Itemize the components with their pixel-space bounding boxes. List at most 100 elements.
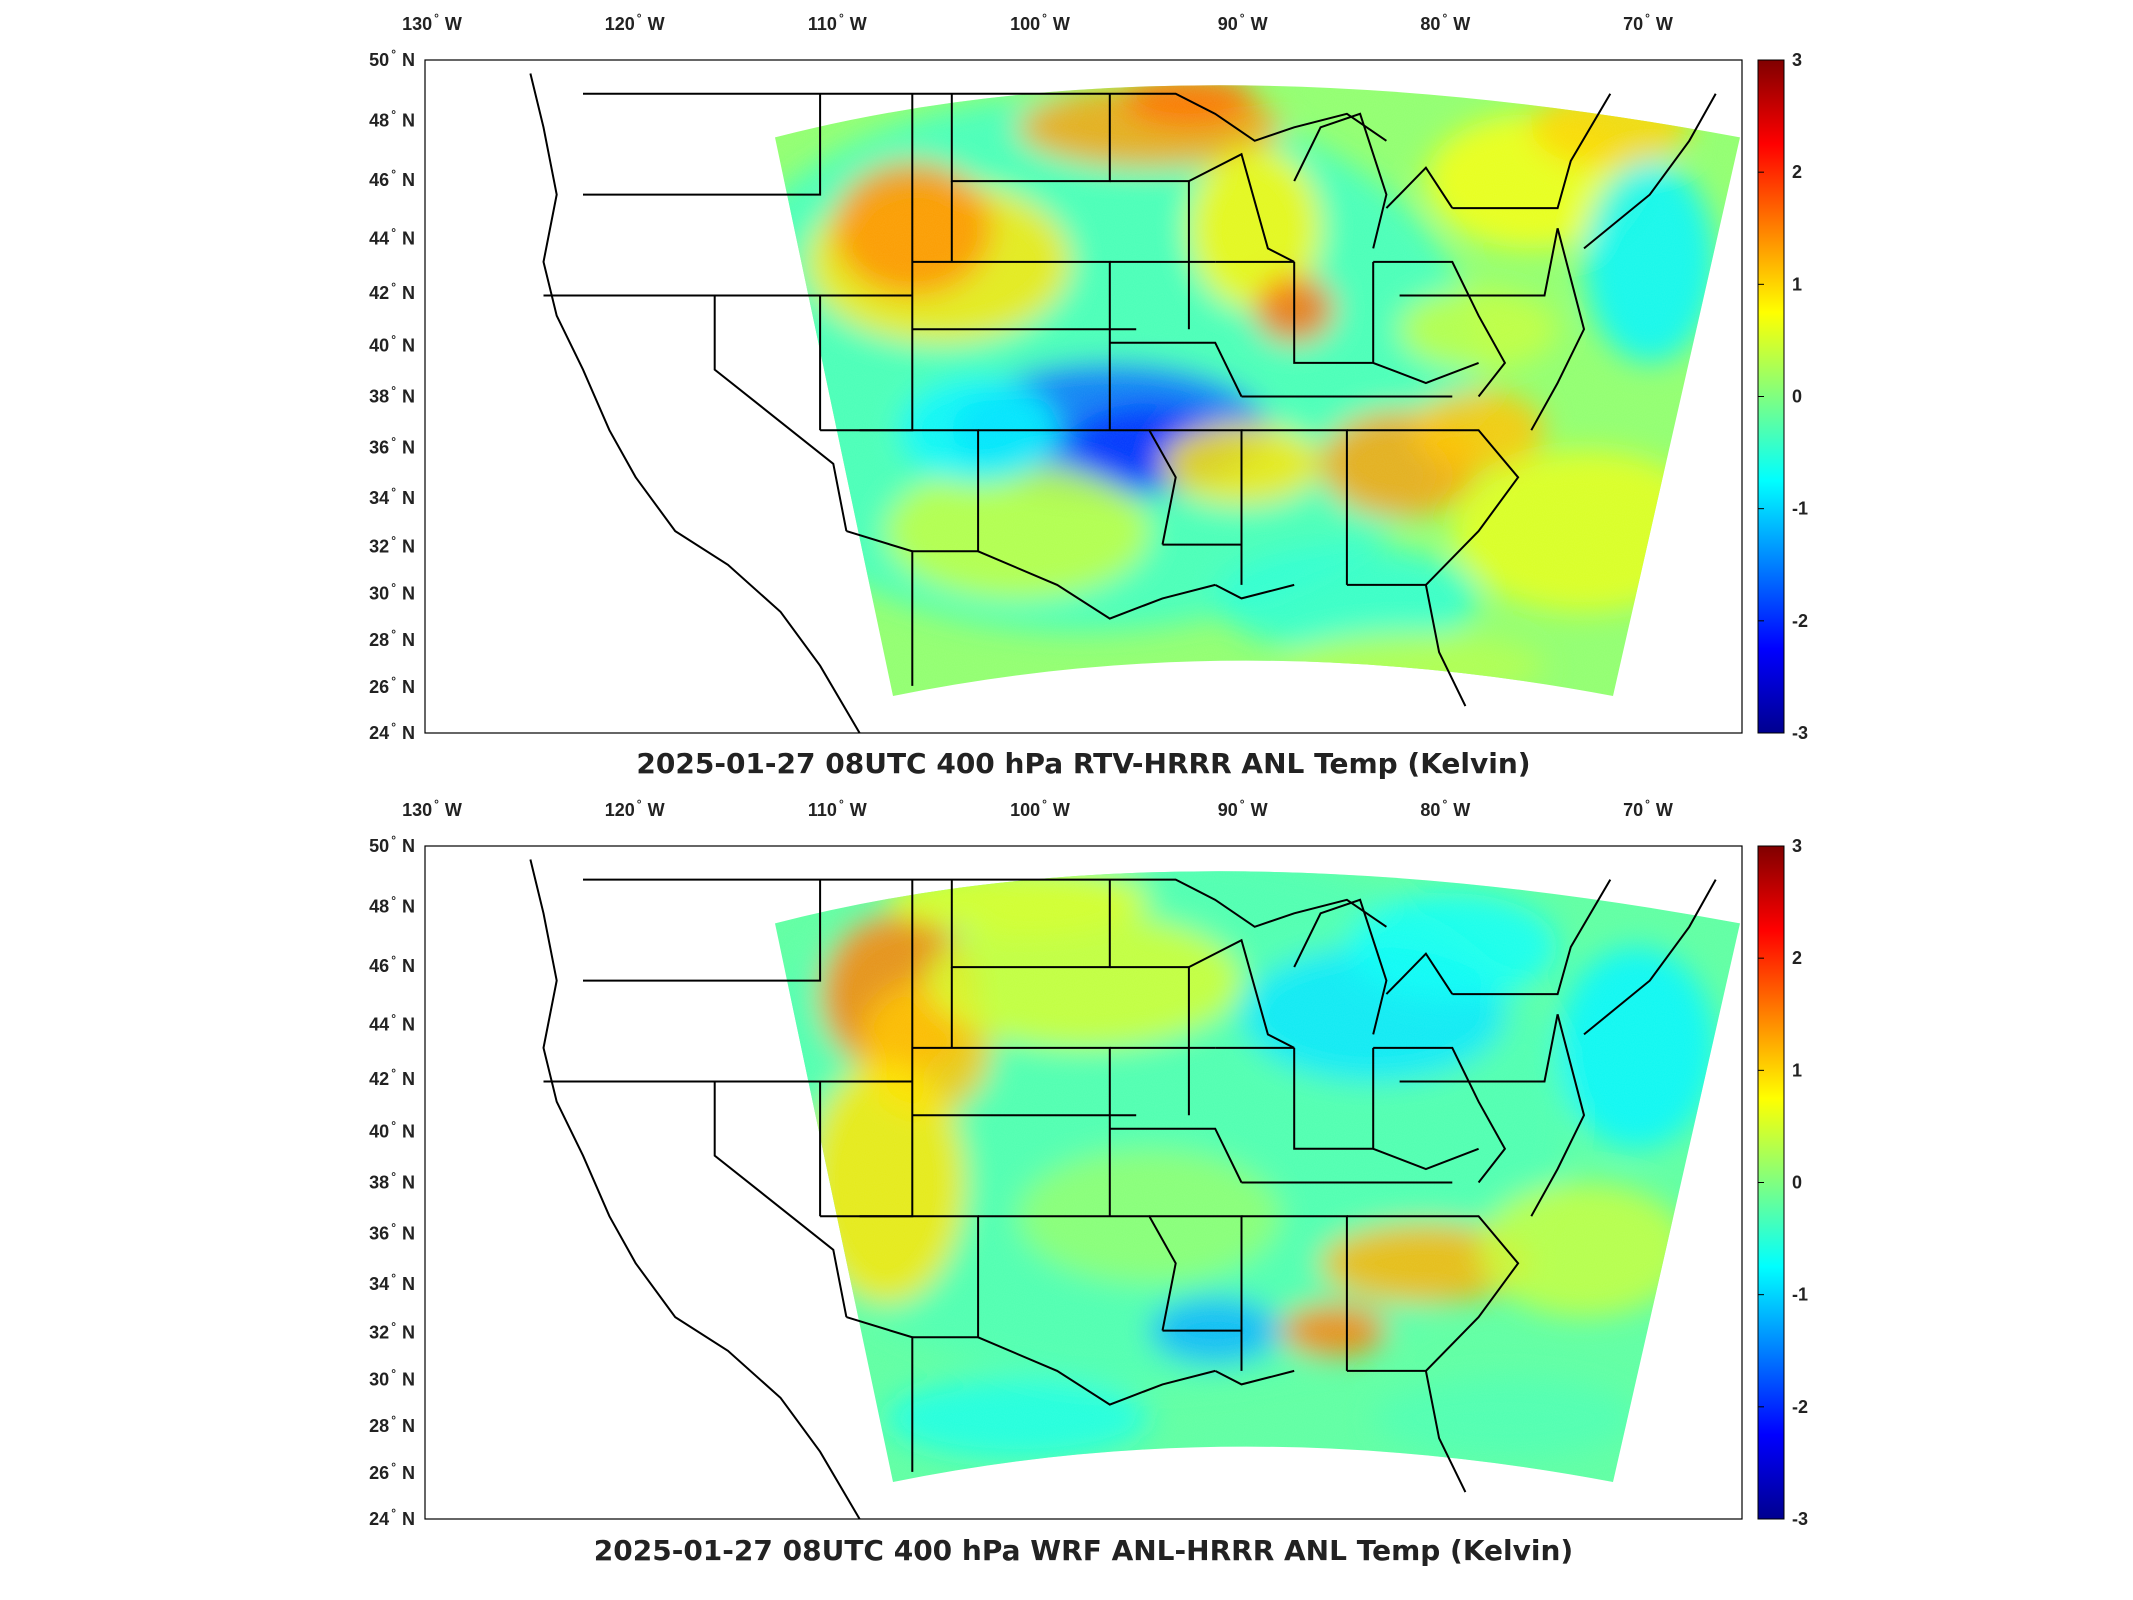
lat-tick-degree: 46 — [369, 170, 389, 190]
degree-symbol: ° — [839, 797, 844, 811]
border-line — [529, 859, 861, 1520]
state-borders — [529, 73, 1717, 734]
lat-tick-hemisphere: N — [402, 1416, 415, 1436]
border-line — [846, 530, 914, 686]
border-line — [1346, 429, 1520, 586]
field-texture — [775, 85, 1740, 696]
border-line — [820, 1215, 980, 1339]
degree-symbol: ° — [391, 225, 396, 239]
degree-symbol: ° — [1042, 797, 1047, 811]
degree-symbol: ° — [391, 534, 396, 548]
lon-tick-hemisphere: W — [1053, 14, 1070, 34]
lat-tick-degree: 32 — [369, 537, 389, 557]
degree-symbol: ° — [391, 894, 396, 908]
lon-tick-degree: 80 — [1420, 800, 1440, 820]
border-line — [1293, 898, 1388, 1035]
lat-tick-degree: 50 — [369, 50, 389, 70]
lat-tick-hemisphere: N — [402, 50, 415, 70]
field-fill — [775, 85, 1740, 696]
lat-tick-hemisphere: N — [402, 630, 415, 650]
lat-tick-hemisphere: N — [402, 836, 415, 856]
lat-tick-label: 30 ° N — [369, 1367, 415, 1390]
lat-tick-label: 50 ° N — [369, 47, 415, 70]
degree-symbol: ° — [391, 1221, 396, 1235]
degree-symbol: ° — [391, 1118, 396, 1132]
lat-tick-hemisphere: N — [402, 1014, 415, 1034]
degree-symbol: ° — [391, 627, 396, 641]
lat-tick-degree: 40 — [369, 1121, 389, 1141]
degree-symbol: ° — [391, 953, 396, 967]
panel-title: 2025-01-27 08UTC 400 hPa RTV-HRRR ANL Te… — [636, 747, 1530, 780]
border-line — [1123, 92, 1387, 142]
degree-symbol: ° — [391, 1066, 396, 1080]
border-line — [529, 73, 861, 734]
lat-tick-label: 38 ° N — [369, 384, 415, 407]
latitude-tick-labels: 50 ° N48 ° N46 ° N44 ° N42 ° N40 ° N38 ° N36 ° N34 ° N32 ° N… — [369, 47, 415, 743]
lon-tick-degree: 90 — [1218, 800, 1238, 820]
colorbar-tick-label: 3 — [1792, 836, 1802, 856]
border-line — [1293, 261, 1375, 364]
border-line — [1109, 341, 1243, 397]
lat-tick-label: 36 ° N — [369, 435, 415, 458]
lon-tick-degree: 110 — [808, 800, 837, 820]
degree-symbol: ° — [637, 797, 642, 811]
lon-tick-degree: 130 — [402, 14, 432, 34]
border-line — [583, 879, 822, 982]
lat-tick-hemisphere: N — [402, 170, 415, 190]
lat-tick-degree: 24 — [369, 1509, 389, 1529]
lon-tick-hemisphere: W — [1656, 800, 1673, 820]
lat-tick-label: 40 ° N — [369, 1118, 415, 1141]
lat-tick-label: 30 ° N — [369, 581, 415, 604]
border-line — [1109, 1127, 1243, 1183]
lon-tick-label: 110 ° W — [808, 11, 867, 34]
degree-symbol: ° — [1442, 11, 1447, 25]
degree-symbol: ° — [391, 1320, 396, 1334]
degree-symbol: ° — [1240, 797, 1245, 811]
lat-tick-degree: 30 — [369, 584, 389, 604]
degree-symbol: ° — [1240, 11, 1245, 25]
colorbar-tick-label: -3 — [1792, 1509, 1808, 1529]
lat-tick-label: 26 ° N — [369, 1460, 415, 1483]
colorbar-tick-label: 2 — [1792, 948, 1802, 968]
lat-tick-hemisphere: N — [402, 1509, 415, 1529]
lat-tick-hemisphere: N — [402, 488, 415, 508]
degree-symbol: ° — [391, 1506, 396, 1520]
border-line — [977, 1336, 1216, 1406]
lat-tick-hemisphere: N — [402, 1463, 415, 1483]
lon-tick-degree: 100 — [1010, 14, 1040, 34]
lon-tick-hemisphere: W — [648, 800, 665, 820]
lat-tick-degree: 34 — [369, 488, 389, 508]
border-line — [1583, 93, 1717, 250]
border-line — [978, 429, 1177, 545]
longitude-tick-labels: 130 ° W 120 ° W 110 ° W 100 ° W 90 ° W 80 ° W 70 ° W — [402, 797, 1673, 820]
lat-tick-label: 32 ° N — [369, 534, 415, 557]
lon-tick-degree: 130 — [402, 800, 432, 820]
panel-title: 2025-01-27 08UTC 400 hPa WRF ANL-HRRR AN… — [594, 1534, 1573, 1567]
field-texture — [775, 871, 1740, 1482]
border-line — [1214, 1369, 1295, 1386]
lat-tick-hemisphere: N — [402, 956, 415, 976]
border-line — [1372, 361, 1479, 385]
lon-tick-degree: 100 — [1010, 800, 1040, 820]
lat-tick-degree: 30 — [369, 1370, 389, 1390]
lat-tick-degree: 28 — [369, 1416, 389, 1436]
lat-tick-degree: 36 — [369, 438, 389, 458]
border-line — [1530, 228, 1586, 431]
border-line — [1385, 952, 1454, 995]
lat-tick-hemisphere: N — [402, 897, 415, 917]
lon-tick-hemisphere: W — [445, 14, 462, 34]
lon-tick-hemisphere: W — [1251, 800, 1268, 820]
lat-tick-degree: 46 — [369, 956, 389, 976]
lat-tick-hemisphere: N — [402, 228, 415, 248]
lon-tick-label: 130 ° W — [402, 11, 462, 34]
lat-tick-degree: 36 — [369, 1224, 389, 1244]
border-line — [1346, 1369, 1467, 1493]
temperature-difference-field — [775, 85, 1740, 696]
lat-tick-label: 36 ° N — [369, 1221, 415, 1244]
border-line — [977, 550, 1216, 620]
colorbar-tick-label: 1 — [1792, 274, 1802, 294]
degree-symbol: ° — [391, 720, 396, 734]
lat-tick-hemisphere: N — [402, 677, 415, 697]
lat-tick-label: 42 ° N — [369, 280, 415, 303]
lat-tick-label: 28 ° N — [369, 1413, 415, 1436]
